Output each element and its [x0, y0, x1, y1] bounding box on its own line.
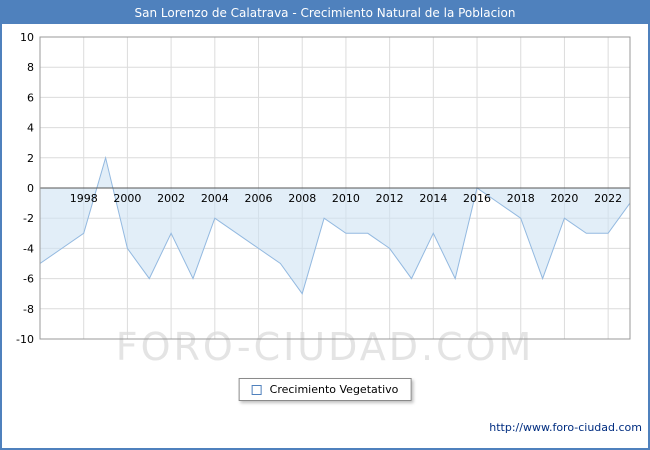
x-tick-label: 2000 — [113, 192, 141, 205]
x-tick-label: 2012 — [376, 192, 404, 205]
legend-marker-icon — [251, 384, 262, 395]
y-tick-label: 4 — [27, 122, 34, 135]
x-tick-label: 2002 — [157, 192, 185, 205]
x-tick-label: 2016 — [463, 192, 491, 205]
chart-title-bar: San Lorenzo de Calatrava - Crecimiento N… — [2, 2, 648, 24]
x-tick-label: 2018 — [507, 192, 535, 205]
y-tick-label: -2 — [23, 212, 34, 225]
y-tick-label: 10 — [20, 31, 34, 44]
plot-border — [39, 36, 631, 340]
y-tick-label: -8 — [23, 303, 34, 316]
y-tick-label: -6 — [23, 273, 34, 286]
x-tick-label: 2006 — [245, 192, 273, 205]
x-tick-label: 2014 — [419, 192, 447, 205]
x-tick-label: 2010 — [332, 192, 360, 205]
x-tick-label: 2004 — [201, 192, 229, 205]
y-tick-label: 8 — [27, 61, 34, 74]
footer-url-link[interactable]: http://www.foro-ciudad.com — [489, 421, 642, 434]
y-tick-label: 0 — [27, 182, 34, 195]
x-tick-label: 1998 — [70, 192, 98, 205]
y-tick-label: 2 — [27, 152, 34, 165]
y-tick-label: 6 — [27, 91, 34, 104]
x-tick-label: 2020 — [550, 192, 578, 205]
x-tick-label: 2008 — [288, 192, 316, 205]
watermark-text: FORO-CIUDAD.COM — [115, 325, 535, 369]
y-tick-label: -10 — [16, 333, 34, 346]
x-tick-label: 2022 — [594, 192, 622, 205]
series-line — [39, 155, 631, 295]
legend-label: Crecimiento Vegetativo — [269, 383, 399, 396]
legend: Crecimiento Vegetativo — [238, 378, 412, 401]
y-tick-label: -4 — [23, 242, 34, 255]
